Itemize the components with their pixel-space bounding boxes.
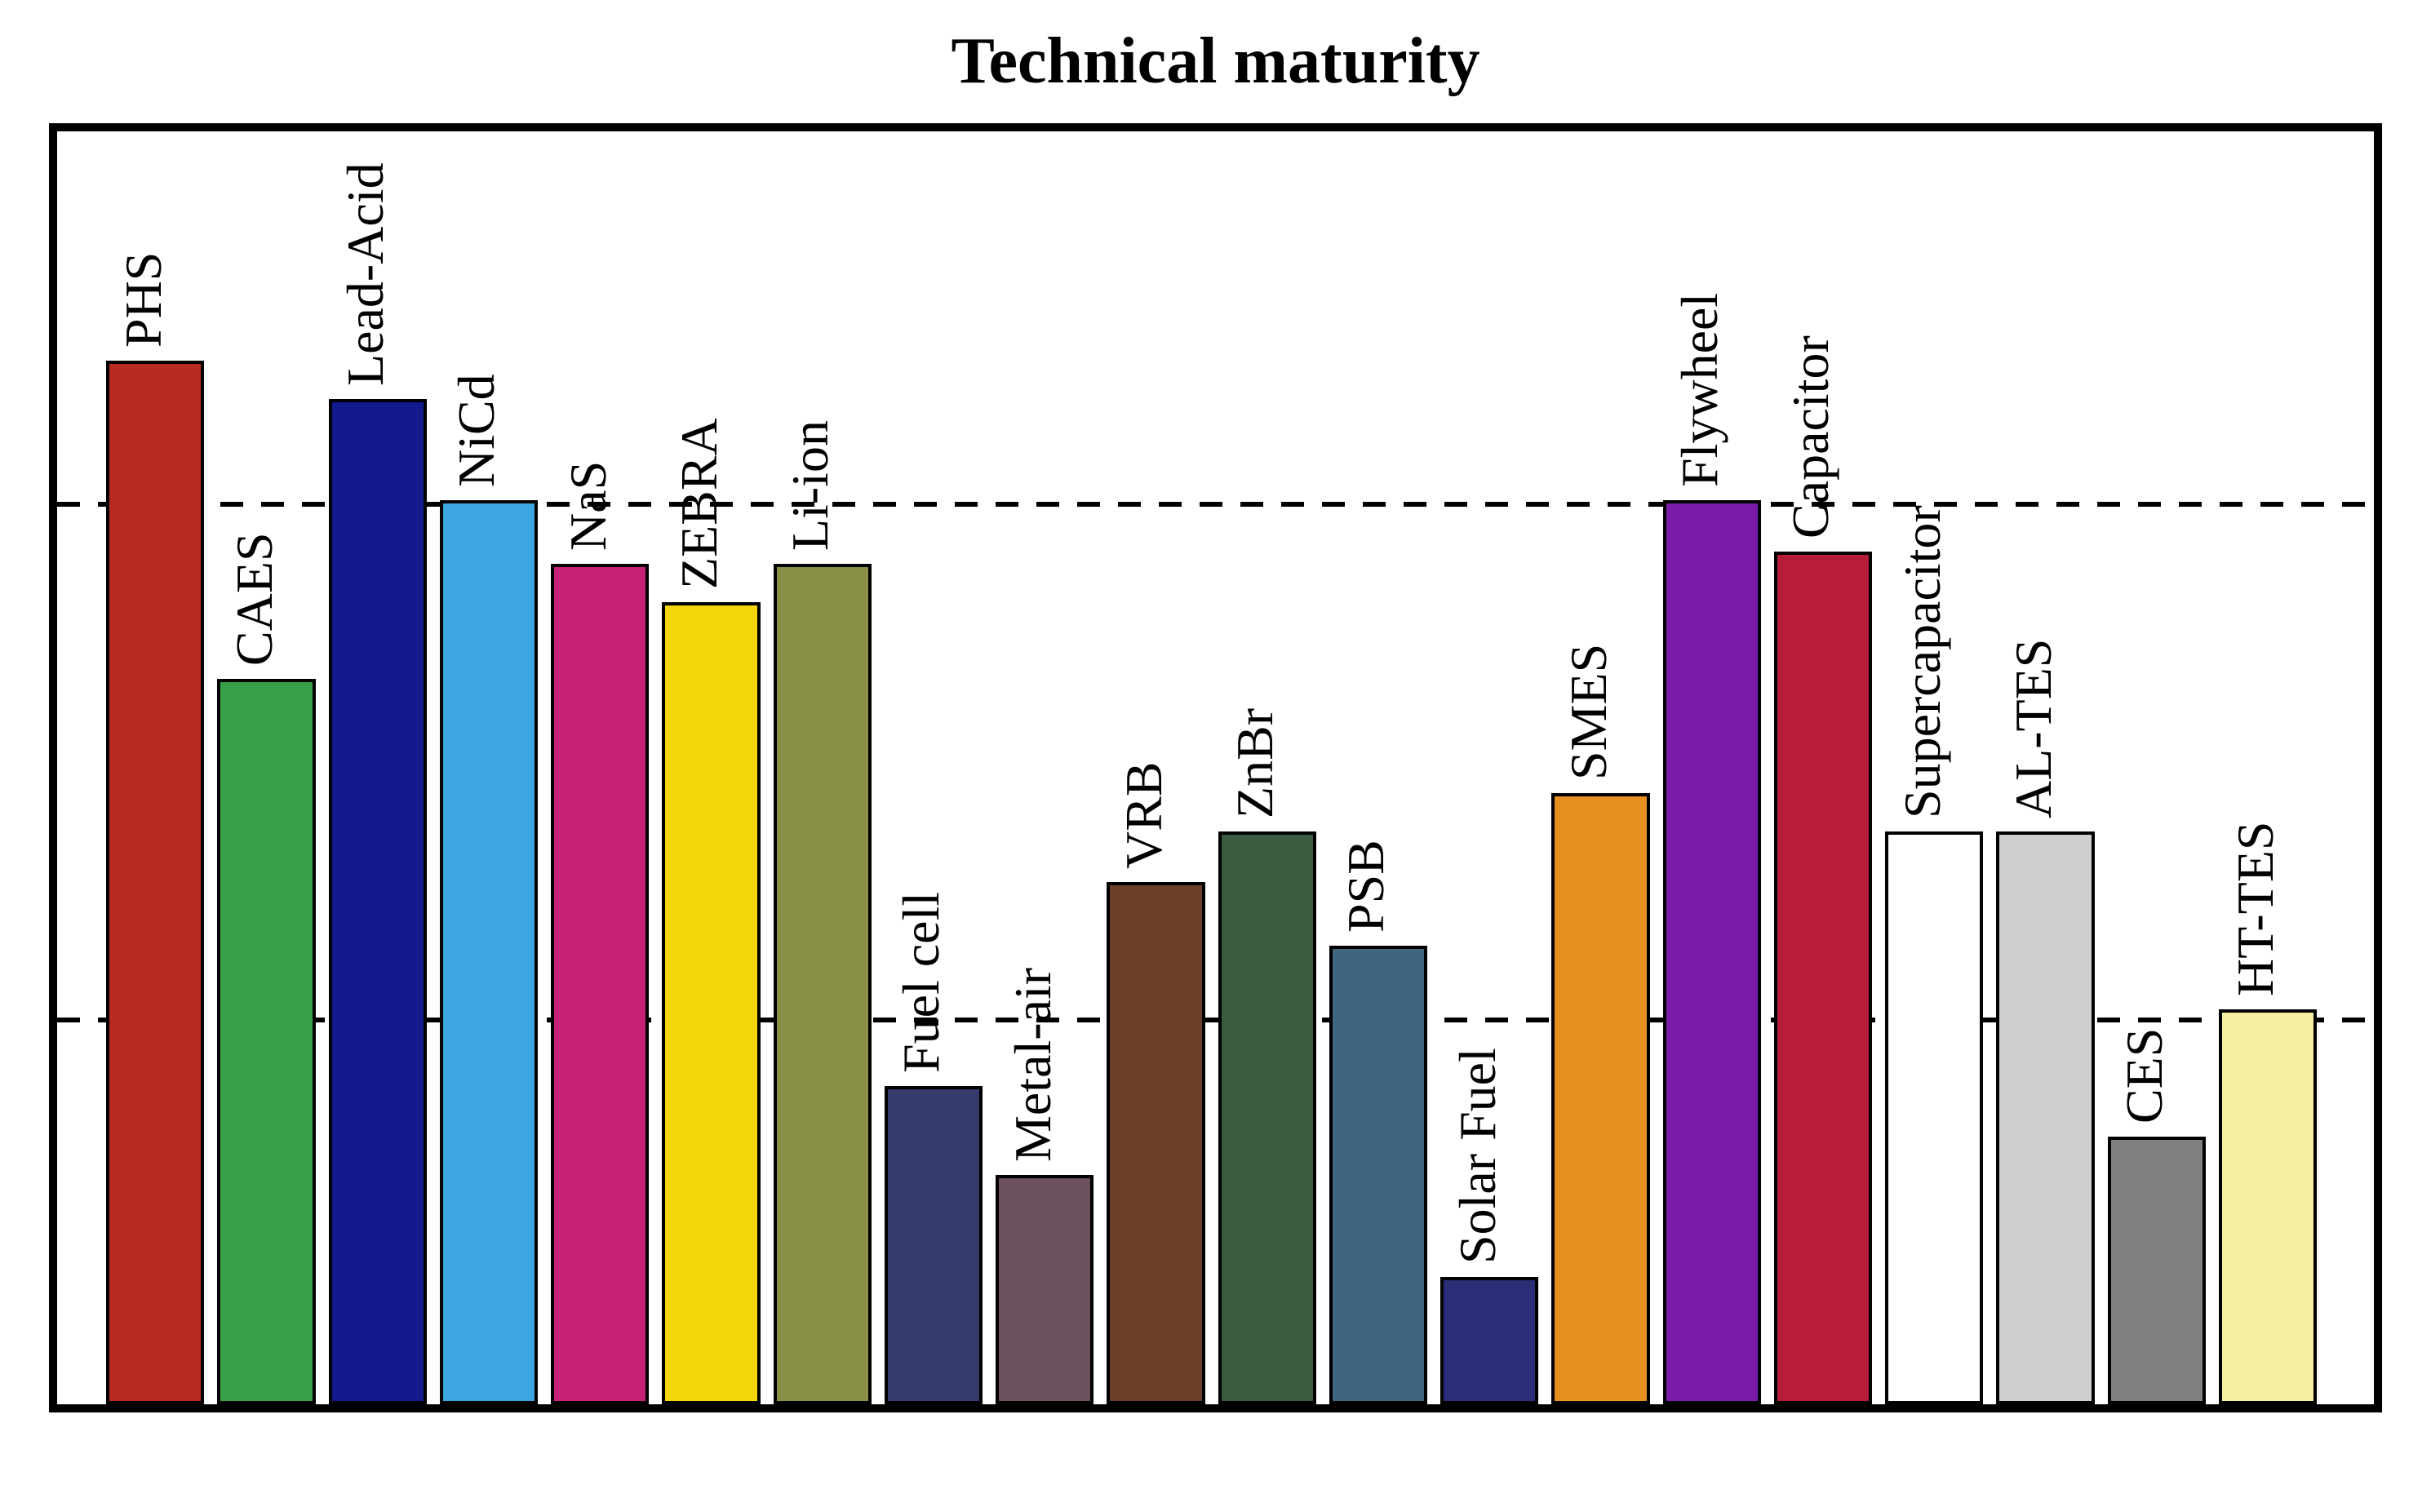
- bar-vrb: [1107, 882, 1204, 1404]
- bar-label-zebra: ZEBRA: [669, 418, 730, 589]
- bar-flywheel: [1663, 500, 1761, 1404]
- bar-solar-fuel: [1440, 1277, 1538, 1404]
- bar-label-metal-air: Metal-air: [1003, 968, 1063, 1162]
- bar-label-solar-fuel: Solar Fuel: [1448, 1048, 1508, 1264]
- bar-fuel-cell: [885, 1086, 983, 1404]
- bar-li-ion: [774, 564, 872, 1404]
- bar-caes: [217, 679, 315, 1404]
- bar-label-ces: CES: [2114, 1028, 2175, 1124]
- bar-al-tes: [1996, 831, 2094, 1404]
- figure-container: Technical maturity PHS CAES Lead-Acid NiCd N…: [0, 0, 2431, 1512]
- bar-label-lead-acid: Lead-Acid: [335, 162, 396, 386]
- bar-label-phs: PHS: [113, 251, 174, 347]
- bar-label-capacitor: Capacitor: [1781, 335, 1841, 539]
- bar-ht-tes: [2219, 1009, 2317, 1404]
- chart-title: Technical maturity: [49, 24, 2382, 99]
- bar-label-flywheel: Flywheel: [1670, 293, 1730, 487]
- bar-nas: [551, 564, 649, 1404]
- bar-smes: [1551, 793, 1649, 1404]
- bar-metal-air: [996, 1175, 1094, 1404]
- bar-label-smes: SMES: [1559, 644, 1619, 780]
- bar-label-li-ion: Li-ion: [780, 420, 841, 551]
- bar-phs: [106, 361, 204, 1404]
- bar-label-caes: CAES: [224, 532, 285, 666]
- bar-label-ht-tes: HT-TES: [2225, 822, 2286, 997]
- bar-label-nas: NaS: [558, 461, 619, 551]
- bar-ces: [2108, 1137, 2206, 1404]
- bar-label-vrb: VRB: [1114, 762, 1174, 870]
- plot-area: PHS CAES Lead-Acid NiCd NaS ZEBRA Li-ion Fuel c…: [49, 123, 2382, 1412]
- bar-znbr: [1218, 831, 1316, 1404]
- bar-capacitor: [1774, 552, 1872, 1404]
- bar-psb: [1329, 946, 1427, 1404]
- bar-label-supercapacitor: Supercapacitor: [1892, 505, 1953, 818]
- bar-label-psb: PSB: [1336, 840, 1396, 933]
- bar-supercapacitor: [1885, 831, 1983, 1404]
- bar-label-fuel-cell: Fuel cell: [891, 892, 952, 1073]
- bar-zebra: [662, 602, 760, 1404]
- bar-label-znbr: ZnBr: [1225, 708, 1285, 818]
- bar-label-nicd: NiCd: [446, 375, 507, 488]
- bar-lead-acid: [329, 399, 427, 1404]
- bar-label-al-tes: AL-TES: [2003, 639, 2064, 818]
- bar-nicd: [440, 500, 538, 1404]
- plot-inner: PHS CAES Lead-Acid NiCd NaS ZEBRA Li-ion Fuel c…: [57, 131, 2374, 1404]
